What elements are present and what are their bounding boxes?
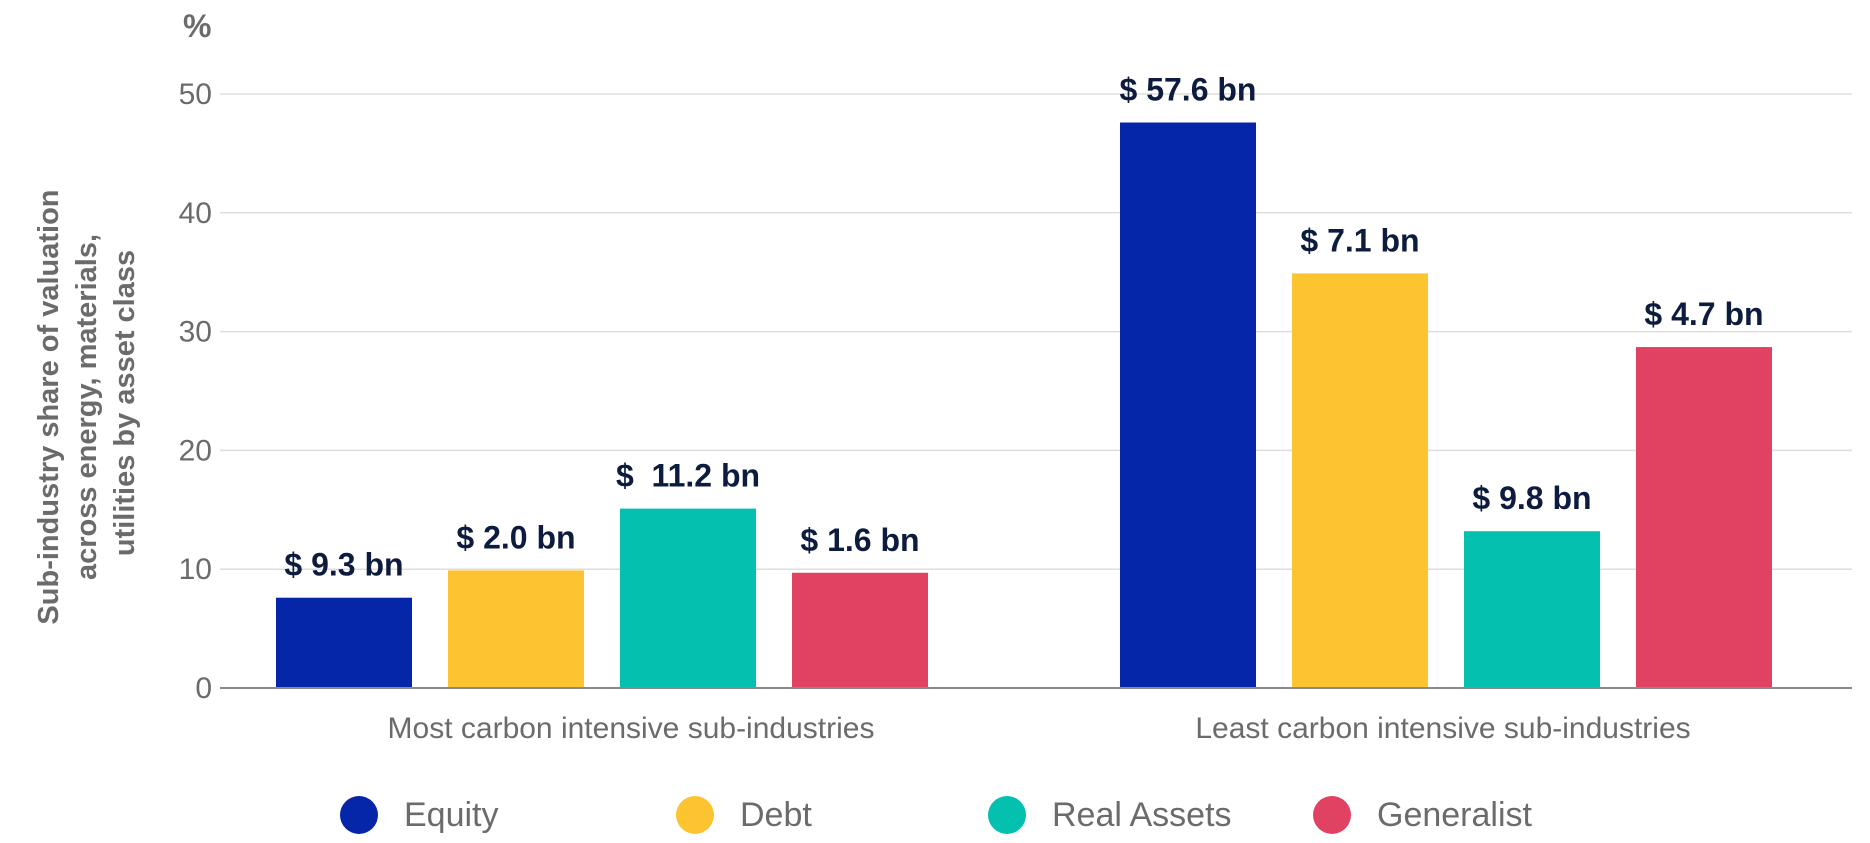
y-tick-label-50: 50 bbox=[179, 78, 212, 111]
category-label-least-carbon: Least carbon intensive sub-industries bbox=[1195, 712, 1690, 745]
data-labels: $ 9.3 bn $ 57.6 bn $ 2.0 bn $ 7.1 bn $ 11.2 … bbox=[284, 72, 1763, 583]
y-tick-label-0: 0 bbox=[195, 672, 212, 705]
legend-label-equity: Equity bbox=[404, 796, 499, 834]
legend-swatch-generalist bbox=[1313, 796, 1351, 834]
data-label-generalist-most-carbon: $ 1.6 bn bbox=[800, 522, 919, 558]
legend-item-debt: Debt bbox=[676, 796, 812, 834]
y-tick-labels: 0 10 20 30 40 50 bbox=[179, 78, 212, 705]
bar-real-assets-most-carbon bbox=[620, 508, 756, 688]
y-axis-title-line-3: utilities by asset class bbox=[109, 250, 141, 556]
bars bbox=[276, 122, 1772, 688]
data-label-debt-most-carbon: $ 2.0 bn bbox=[456, 519, 575, 555]
bar-equity-least-carbon bbox=[1120, 122, 1256, 688]
legend-item-generalist: Generalist bbox=[1313, 796, 1533, 834]
bar-generalist-least-carbon bbox=[1636, 347, 1772, 688]
y-axis-title-line-1: Sub-industry share of valuation bbox=[33, 190, 65, 625]
y-tick-label-30: 30 bbox=[179, 316, 212, 349]
legend-item-real-assets: Real Assets bbox=[988, 796, 1232, 834]
legend-swatch-real-assets bbox=[988, 796, 1026, 834]
gridlines bbox=[220, 93, 1852, 570]
legend: Equity Debt Real Assets Generalist bbox=[340, 796, 1533, 834]
data-label-equity-least-carbon: $ 57.6 bn bbox=[1120, 72, 1257, 108]
bar-equity-most-carbon bbox=[276, 597, 412, 688]
data-label-real-assets-least-carbon: $ 9.8 bn bbox=[1472, 480, 1591, 516]
legend-label-debt: Debt bbox=[740, 796, 812, 834]
y-axis-title-line-2: across energy, materials, bbox=[71, 234, 103, 580]
legend-label-generalist: Generalist bbox=[1377, 796, 1533, 834]
y-tick-label-40: 40 bbox=[179, 197, 212, 230]
y-unit-label: % bbox=[183, 8, 211, 44]
bar-generalist-most-carbon bbox=[792, 572, 928, 688]
legend-swatch-equity bbox=[340, 796, 378, 834]
bar-real-assets-least-carbon bbox=[1464, 531, 1600, 688]
y-axis-title: Sub-industry share of valuation across e… bbox=[33, 181, 141, 624]
y-tick-label-10: 10 bbox=[179, 553, 212, 586]
legend-label-real-assets: Real Assets bbox=[1052, 796, 1232, 834]
data-label-generalist-least-carbon: $ 4.7 bn bbox=[1644, 296, 1763, 332]
bar-debt-most-carbon bbox=[448, 570, 584, 688]
y-tick-label-20: 20 bbox=[179, 434, 212, 467]
legend-swatch-debt bbox=[676, 796, 714, 834]
data-label-real-assets-most-carbon: $ 11.2 bn bbox=[616, 458, 760, 494]
legend-item-equity: Equity bbox=[340, 796, 499, 834]
data-label-equity-most-carbon: $ 9.3 bn bbox=[284, 547, 403, 583]
category-label-most-carbon: Most carbon intensive sub-industries bbox=[388, 712, 875, 745]
data-label-debt-least-carbon: $ 7.1 bn bbox=[1300, 222, 1419, 258]
bar-debt-least-carbon bbox=[1292, 273, 1428, 688]
